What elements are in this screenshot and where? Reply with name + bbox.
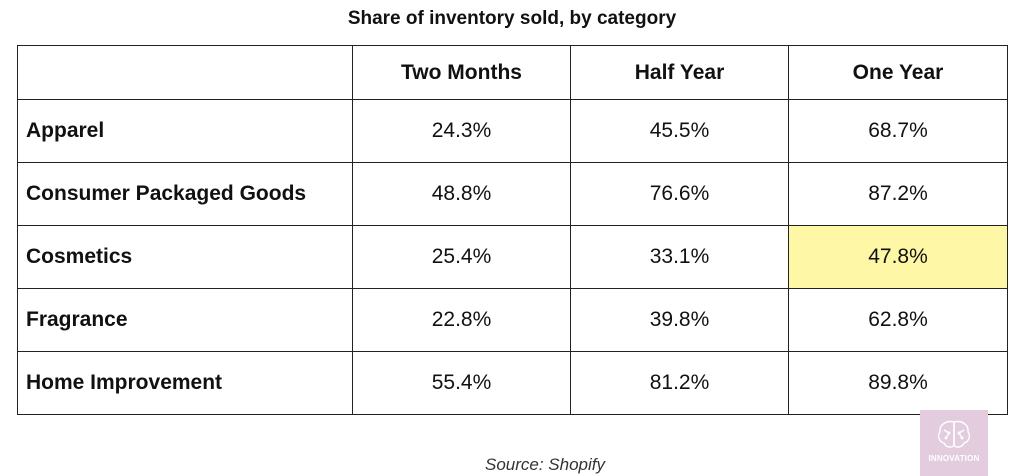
highlighted-cell: 47.8% (788, 225, 1008, 289)
table-cell: 45.5% (570, 99, 789, 163)
table-cell: 24.3% (352, 99, 571, 163)
column-header: Two Months (352, 45, 571, 100)
table-cell: 87.2% (788, 162, 1008, 226)
table-row: Apparel 24.3% 45.5% 68.7% (17, 99, 1008, 163)
table-cell: 33.1% (570, 225, 789, 289)
table-cell: 55.4% (352, 351, 571, 415)
row-label: Cosmetics (17, 225, 353, 289)
corner-cell (17, 45, 353, 100)
table-cell: 22.8% (352, 288, 571, 352)
source-note: Source: Shopify (484, 455, 605, 474)
column-header: Half Year (570, 45, 789, 100)
table-cell: 39.8% (570, 288, 789, 352)
table-row: Home Improvement 55.4% 81.2% 89.8% (17, 351, 1008, 415)
table-cell: 62.8% (788, 288, 1008, 352)
table-row: Fragrance 22.8% 39.8% 62.8% (17, 288, 1008, 352)
table-cell: 81.2% (570, 351, 789, 415)
table-cell: 68.7% (788, 99, 1008, 163)
table-row: Consumer Packaged Goods 48.8% 76.6% 87.2… (17, 162, 1008, 226)
inventory-table: Two Months Half Year One Year Apparel 24… (17, 45, 1008, 415)
innovation-logo: INNOVATION (920, 410, 988, 476)
brain-icon (937, 420, 971, 448)
row-label: Apparel (17, 99, 353, 163)
header-row: Two Months Half Year One Year (17, 45, 1008, 100)
logo-text: INNOVATION (928, 454, 980, 463)
table-cell: 25.4% (352, 225, 571, 289)
column-header: One Year (788, 45, 1008, 100)
table-cell: 89.8% (788, 351, 1008, 415)
row-label: Consumer Packaged Goods (17, 162, 353, 226)
table-title: Share of inventory sold, by category (347, 8, 677, 29)
row-label: Fragrance (17, 288, 353, 352)
table-row: Cosmetics 25.4% 33.1% 47.8% (17, 225, 1008, 289)
table-cell: 48.8% (352, 162, 571, 226)
row-label: Home Improvement (17, 351, 353, 415)
table-cell: 76.6% (570, 162, 789, 226)
